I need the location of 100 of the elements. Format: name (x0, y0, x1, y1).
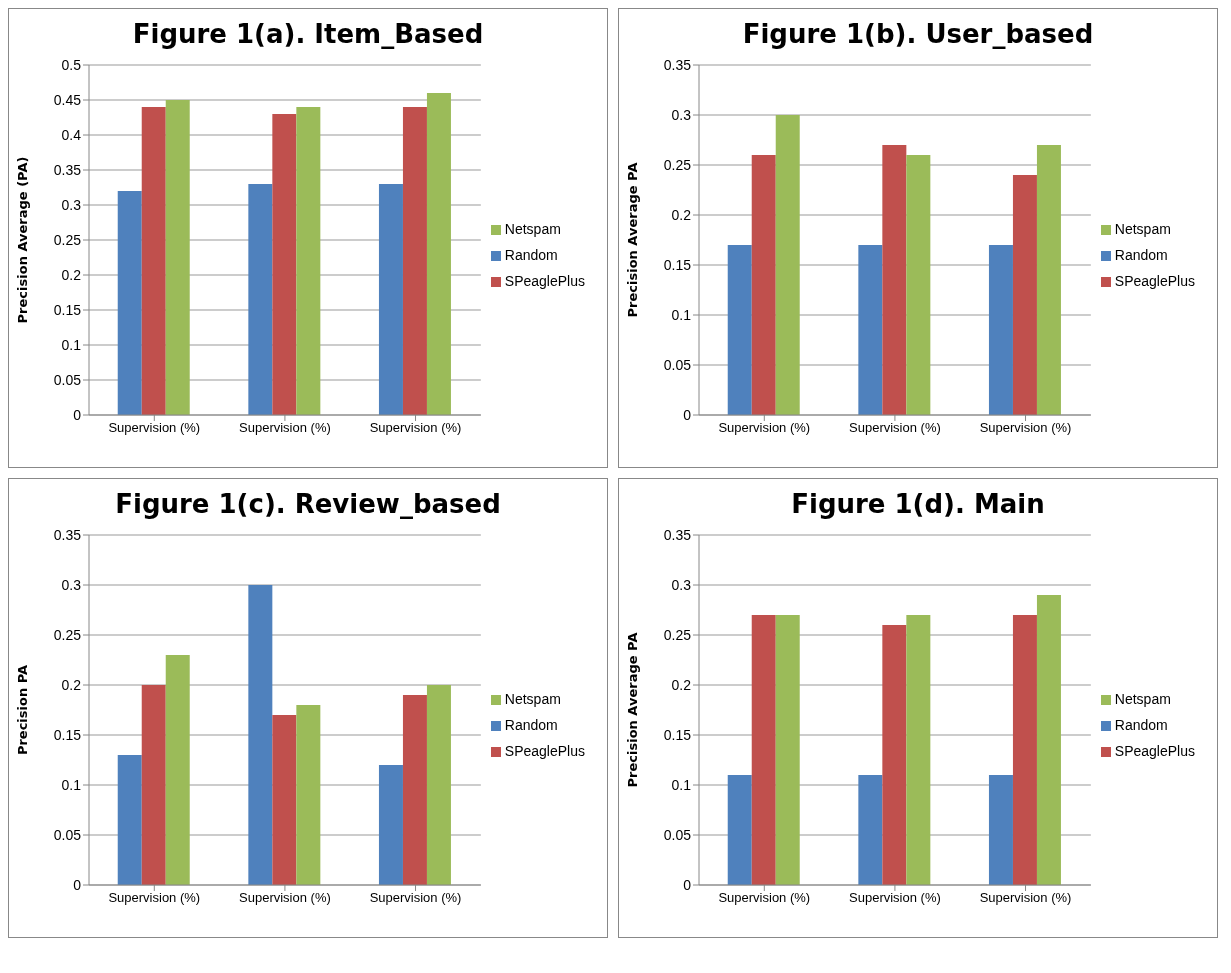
y-tick-label: 0.25 (663, 626, 692, 643)
legend-label: Random (1114, 717, 1168, 733)
bar (858, 245, 883, 415)
legend-label: Random (504, 247, 558, 263)
bar (141, 685, 166, 885)
bar (1036, 145, 1061, 415)
chart-title: Figure 1(c). Review_based (114, 488, 502, 521)
bar (378, 765, 403, 885)
legend-label: SPeaglePlus (1114, 273, 1195, 289)
legend-label: Random (504, 717, 558, 733)
y-tick-label: 0.05 (663, 356, 692, 373)
y-tick-label: 0.45 (53, 91, 82, 108)
x-tick-label: Supervision (%) (849, 420, 941, 436)
bar (882, 625, 907, 885)
bar (988, 775, 1013, 885)
bar (402, 695, 427, 885)
x-tick-label: Supervision (%) (108, 420, 201, 436)
y-tick-label: 0.05 (53, 826, 82, 843)
y-tick-label: 0.3 (61, 576, 82, 593)
chart-title: Figure 1(a). Item_Based (131, 18, 485, 51)
bar (988, 245, 1013, 415)
y-tick-label: 0.5 (61, 56, 82, 73)
y-axis-title: Precision Average (PA) (14, 156, 30, 324)
legend-label: Netspam (504, 221, 561, 237)
legend-label: Netspam (1114, 691, 1171, 707)
bar (426, 93, 451, 415)
x-tick-label: Supervision (%) (979, 890, 1072, 906)
bar (296, 107, 321, 415)
y-tick-label: 0.35 (53, 161, 82, 178)
bar (1036, 595, 1061, 885)
bar (117, 755, 142, 885)
y-tick-label: 0.15 (53, 726, 82, 743)
bar (1012, 615, 1037, 885)
y-tick-label: 0 (683, 876, 692, 893)
y-axis-title: Precision Average PA (624, 162, 640, 318)
chart-title: Figure 1(d). Main (790, 488, 1046, 521)
y-tick-label: 0.2 (61, 676, 82, 693)
x-tick-label: Supervision (%) (979, 420, 1072, 436)
bar (906, 155, 931, 415)
bar (426, 685, 451, 885)
x-tick-label: Supervision (%) (718, 420, 811, 436)
y-tick-label: 0.25 (663, 156, 692, 173)
legend-label: SPeaglePlus (504, 743, 585, 759)
y-tick-label: 0.2 (671, 676, 692, 693)
y-tick-label: 0.3 (61, 196, 82, 213)
bar (248, 585, 273, 885)
x-tick-label: Supervision (%) (108, 890, 201, 906)
y-axis-title: Precision PA (14, 664, 30, 756)
y-tick-label: 0.2 (671, 206, 692, 223)
bar (296, 705, 321, 885)
y-tick-label: 0.35 (663, 56, 692, 73)
y-tick-label: 0.25 (53, 626, 82, 643)
bar (1012, 175, 1037, 415)
x-tick-label: Supervision (%) (239, 890, 331, 906)
y-tick-label: 0.1 (61, 776, 82, 793)
y-tick-label: 0.15 (663, 726, 692, 743)
bar (402, 107, 427, 415)
y-tick-label: 0.15 (53, 301, 82, 318)
legend-label: SPeaglePlus (1114, 743, 1195, 759)
y-tick-label: 0 (73, 406, 82, 423)
y-tick-label: 0.4 (61, 126, 82, 143)
bar (727, 775, 752, 885)
y-tick-label: 0.05 (53, 371, 82, 388)
bar (272, 114, 297, 415)
y-tick-label: 0 (683, 406, 692, 423)
bar (882, 145, 907, 415)
chart-title: Figure 1(b). User_based (741, 18, 1095, 51)
y-tick-label: 0.1 (61, 336, 82, 353)
y-tick-label: 0.3 (671, 106, 692, 123)
x-tick-label: Supervision (%) (718, 890, 811, 906)
legend-label: SPeaglePlus (504, 273, 585, 289)
legend-label: Netspam (1114, 221, 1171, 237)
bar (272, 715, 297, 885)
y-tick-label: 0.25 (53, 231, 82, 248)
bar (751, 155, 776, 415)
y-tick-label: 0.05 (663, 826, 692, 843)
bar (775, 115, 800, 415)
bar (248, 184, 273, 415)
y-tick-label: 0.35 (53, 526, 82, 543)
legend-label: Netspam (504, 691, 561, 707)
y-tick-label: 0.2 (61, 266, 82, 283)
y-tick-label: 0 (73, 876, 82, 893)
y-tick-label: 0.1 (671, 776, 692, 793)
bar (858, 775, 883, 885)
bar (775, 615, 800, 885)
y-tick-label: 0.3 (671, 576, 692, 593)
y-tick-label: 0.1 (671, 306, 692, 323)
x-tick-label: Supervision (%) (369, 890, 462, 906)
bar (378, 184, 403, 415)
bar (165, 100, 190, 415)
bar (751, 615, 776, 885)
bar (141, 107, 166, 415)
y-axis-title: Precision Average PA (624, 632, 640, 788)
x-tick-label: Supervision (%) (369, 420, 462, 436)
bar (117, 191, 142, 415)
x-tick-label: Supervision (%) (239, 420, 331, 436)
legend-label: Random (1114, 247, 1168, 263)
bar (727, 245, 752, 415)
x-tick-label: Supervision (%) (849, 890, 941, 906)
y-tick-label: 0.15 (663, 256, 692, 273)
